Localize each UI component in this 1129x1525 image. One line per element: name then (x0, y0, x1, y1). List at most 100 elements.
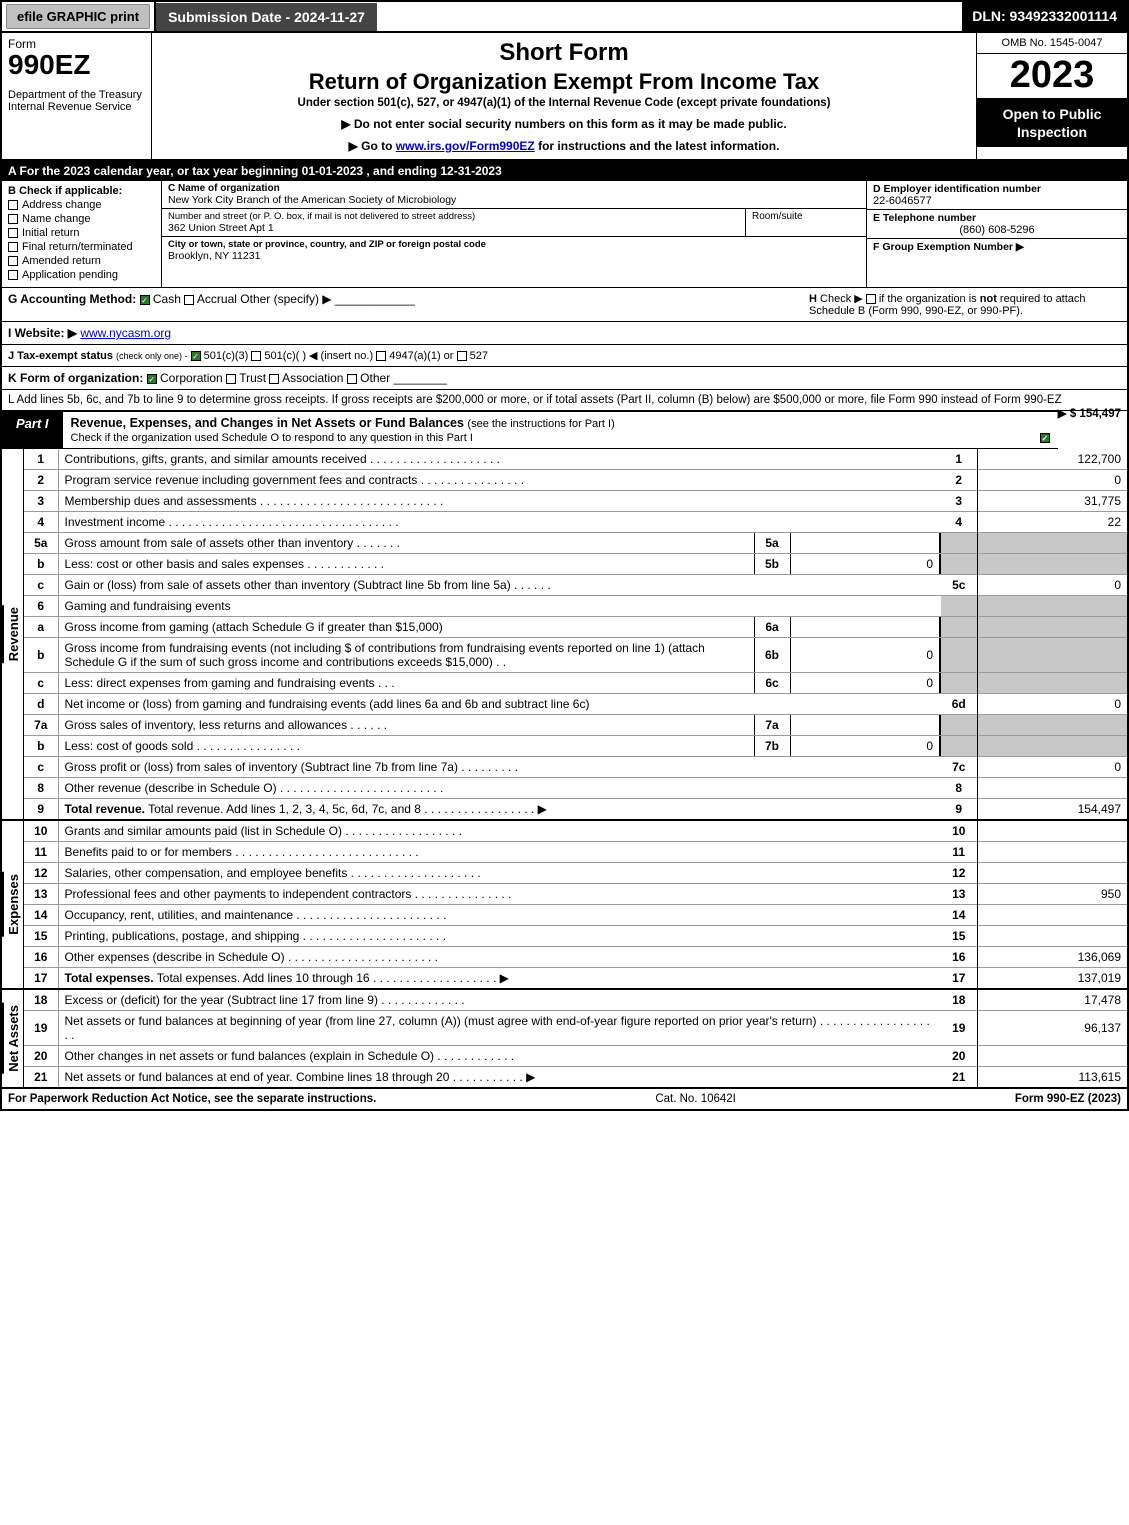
section-c-org-info: C Name of organization New York City Bra… (162, 181, 867, 287)
chk-initial-return[interactable]: Initial return (8, 227, 155, 239)
chk-final-return[interactable]: Final return/terminated (8, 241, 155, 253)
line-2: 2Program service revenue including gover… (24, 470, 1127, 491)
chk-other-org[interactable] (347, 374, 357, 384)
website-link[interactable]: www.nycasm.org (80, 326, 171, 340)
efile-print-button[interactable]: efile GRAPHIC print (6, 4, 150, 29)
line-14: 14Occupancy, rent, utilities, and mainte… (24, 905, 1127, 926)
under-section-text: Under section 501(c), 527, or 4947(a)(1)… (160, 97, 968, 109)
street-label: Number and street (or P. O. box, if mail… (168, 211, 739, 222)
row-i-website: I Website: ▶ www.nycasm.org (2, 322, 1127, 345)
chk-4947[interactable] (376, 351, 386, 361)
line-10: 10Grants and similar amounts paid (list … (24, 821, 1127, 842)
expenses-vlabel-cell: Expenses (2, 821, 24, 988)
net-assets-section: Net Assets 18Excess or (deficit) for the… (2, 988, 1127, 1087)
chk-corporation[interactable] (147, 374, 157, 384)
chk-schedule-o[interactable] (1040, 433, 1050, 443)
form-990ez: efile GRAPHIC print Submission Date - 20… (0, 0, 1129, 1111)
submission-date-wrap: Submission Date - 2024-11-27 (156, 2, 377, 31)
chk-527[interactable] (457, 351, 467, 361)
info-grid: B Check if applicable: Address change Na… (2, 181, 1127, 288)
dln-number: DLN: 93492332001114 (962, 2, 1127, 31)
row-l-gross-receipts: L Add lines 5b, 6c, and 7b to line 9 to … (2, 390, 1127, 411)
section-a-calendar-year: A For the 2023 calendar year, or tax yea… (2, 161, 1127, 181)
b-label: B Check if applicable: (8, 185, 155, 197)
line-7c: cGross profit or (loss) from sales of in… (24, 757, 1127, 778)
ein-label: D Employer identification number (873, 183, 1121, 195)
accrual-label: Accrual (197, 292, 237, 306)
header-left: Form 990EZ Department of the Treasury In… (2, 33, 152, 159)
telephone-row: E Telephone number (860) 608-5296 (867, 210, 1127, 239)
expenses-table: 10Grants and similar amounts paid (list … (24, 821, 1127, 988)
k-assoc: Association (282, 371, 343, 385)
org-name-cell: C Name of organization New York City Bra… (162, 181, 866, 209)
form-number: 990EZ (8, 51, 145, 79)
j-label: J Tax-exempt status (8, 350, 113, 362)
chk-accrual[interactable] (184, 295, 194, 305)
city-label: City or town, state or province, country… (168, 239, 860, 250)
omb-number: OMB No. 1545-0047 (977, 33, 1127, 54)
line-5a: 5aGross amount from sale of assets other… (24, 533, 1127, 554)
j-501c3: 501(c)(3) (204, 350, 249, 362)
g-label: G Accounting Method: (8, 292, 136, 306)
ein-value: 22-6046577 (873, 195, 1121, 207)
chk-501c[interactable] (251, 351, 261, 361)
line-6c: cLess: direct expenses from gaming and f… (24, 673, 1127, 694)
org-name: New York City Branch of the American Soc… (168, 194, 860, 206)
line-6b: bGross income from fundraising events (n… (24, 638, 1127, 673)
line-7b: bLess: cost of goods sold . . . . . . . … (24, 736, 1127, 757)
j-501c: 501(c)( ) ◀ (insert no.) (264, 350, 373, 362)
chk-cash[interactable] (140, 295, 150, 305)
group-exemption-row: F Group Exemption Number ▶ (867, 239, 1127, 255)
street-cell: Number and street (or P. O. box, if mail… (162, 209, 746, 236)
line-1: 1Contributions, gifts, grants, and simil… (24, 449, 1127, 470)
chk-application-pending[interactable]: Application pending (8, 269, 155, 281)
chk-amended-return[interactable]: Amended return (8, 255, 155, 267)
j-4947: 4947(a)(1) or (389, 350, 453, 362)
cash-label: Cash (153, 292, 181, 306)
j-sub: (check only one) - (116, 351, 188, 361)
chk-name-change[interactable]: Name change (8, 213, 155, 225)
chk-501c3[interactable] (191, 351, 201, 361)
efile-print-wrap: efile GRAPHIC print (2, 2, 156, 31)
line-8: 8Other revenue (describe in Schedule O) … (24, 778, 1127, 799)
open-to-public: Open to Public Inspection (977, 99, 1127, 147)
checkbox-icon (8, 200, 18, 210)
irs-link[interactable]: www.irs.gov/Form990EZ (396, 139, 535, 153)
line-13: 13Professional fees and other payments t… (24, 884, 1127, 905)
footer-left: For Paperwork Reduction Act Notice, see … (8, 1093, 376, 1105)
footer-form-id: Form 990-EZ (2023) (1015, 1093, 1121, 1105)
expenses-vertical-label: Expenses (2, 872, 23, 937)
line-15: 15Printing, publications, postage, and s… (24, 926, 1127, 947)
revenue-vertical-label: Revenue (2, 605, 23, 663)
chk-trust[interactable] (226, 374, 236, 384)
chk-association[interactable] (269, 374, 279, 384)
line-4: 4Investment income . . . . . . . . . . .… (24, 512, 1127, 533)
netassets-vertical-label: Net Assets (2, 1003, 23, 1074)
instr-pre: ▶ Go to (349, 139, 396, 153)
room-label: Room/suite (752, 211, 860, 222)
l-text: L Add lines 5b, 6c, and 7b to line 9 to … (8, 394, 1062, 406)
checkbox-icon (8, 228, 18, 238)
checkbox-icon (8, 256, 18, 266)
l-amount: ▶ $ 154,497 (1058, 406, 1121, 420)
expenses-section: Expenses 10Grants and similar amounts pa… (2, 819, 1127, 988)
revenue-section: Revenue 1Contributions, gifts, grants, a… (2, 449, 1127, 819)
part-i-title: Revenue, Expenses, and Changes in Net As… (63, 412, 1058, 448)
chk-schedule-b[interactable] (866, 294, 876, 304)
h-check: Check ▶ (820, 293, 863, 305)
street-address: 362 Union Street Apt 1 (168, 222, 739, 234)
street-row: Number and street (or P. O. box, if mail… (162, 209, 866, 237)
line-9: 9Total revenue. Total revenue. Add lines… (24, 799, 1127, 820)
city-value: Brooklyn, NY 11231 (168, 250, 860, 262)
revenue-table: 1Contributions, gifts, grants, and simil… (24, 449, 1127, 819)
revenue-vlabel-cell: Revenue (2, 449, 24, 819)
j-527: 527 (470, 350, 488, 362)
other-label: Other (specify) ▶ (240, 292, 331, 306)
k-trust: Trust (239, 371, 266, 385)
chk-address-change[interactable]: Address change (8, 199, 155, 211)
line-6: 6Gaming and fundraising events (24, 596, 1127, 617)
line-20: 20Other changes in net assets or fund ba… (24, 1046, 1127, 1067)
part-i-header: Part I Revenue, Expenses, and Changes in… (2, 411, 1058, 449)
header-mid: Short Form Return of Organization Exempt… (152, 33, 977, 159)
tax-year: 2023 (977, 54, 1127, 99)
